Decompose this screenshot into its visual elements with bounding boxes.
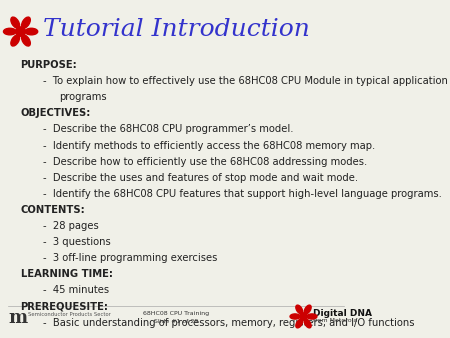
Ellipse shape	[11, 35, 19, 46]
Text: -  Describe the uses and features of stop mode and wait mode.: - Describe the uses and features of stop…	[43, 173, 358, 183]
Circle shape	[16, 27, 26, 36]
Text: -  Identify methods to efficiently access the 68HC08 memory map.: - Identify methods to efficiently access…	[43, 141, 376, 150]
Ellipse shape	[25, 28, 38, 35]
Ellipse shape	[304, 319, 311, 328]
Ellipse shape	[11, 17, 19, 28]
Text: Semiconductor Products Sector: Semiconductor Products Sector	[27, 312, 110, 317]
Text: OBJECTIVES:: OBJECTIVES:	[21, 108, 91, 118]
Ellipse shape	[22, 17, 30, 28]
Text: m: m	[9, 309, 27, 327]
Ellipse shape	[307, 314, 317, 319]
Text: -  45 minutes: - 45 minutes	[43, 285, 109, 295]
Circle shape	[300, 313, 307, 320]
Text: LEARNING TIME:: LEARNING TIME:	[21, 269, 113, 279]
Text: -  3 off-line programming exercises: - 3 off-line programming exercises	[43, 253, 218, 263]
Ellipse shape	[22, 35, 30, 46]
Text: 68HC08 CPU Training: 68HC08 CPU Training	[143, 312, 209, 316]
Text: Digital DNA: Digital DNA	[313, 309, 372, 318]
Text: -  28 pages: - 28 pages	[43, 221, 99, 231]
Ellipse shape	[4, 28, 16, 35]
Text: CONTENTS:: CONTENTS:	[21, 205, 86, 215]
Text: Slide #1 of 29: Slide #1 of 29	[154, 319, 198, 324]
Text: -  Basic understanding of processors, memory, registers, and I/O functions: - Basic understanding of processors, mem…	[43, 317, 415, 328]
Text: programs: programs	[59, 92, 107, 102]
Text: PREREQUESITE:: PREREQUESITE:	[21, 301, 108, 311]
Text: -  3 questions: - 3 questions	[43, 237, 111, 247]
Ellipse shape	[296, 319, 303, 328]
Text: from Motorola: from Motorola	[313, 318, 357, 323]
Text: PURPOSE:: PURPOSE:	[21, 60, 77, 70]
Ellipse shape	[290, 314, 300, 319]
Ellipse shape	[296, 305, 303, 314]
Text: -  Describe the 68HC08 CPU programmer’s model.: - Describe the 68HC08 CPU programmer’s m…	[43, 124, 294, 135]
Text: -  Identify the 68HC08 CPU features that support high-level language programs.: - Identify the 68HC08 CPU features that …	[43, 189, 442, 199]
Text: Tutorial Introduction: Tutorial Introduction	[43, 18, 310, 41]
Ellipse shape	[304, 305, 311, 314]
Text: -  Describe how to efficiently use the 68HC08 addressing modes.: - Describe how to efficiently use the 68…	[43, 156, 368, 167]
Text: -  To explain how to effectively use the 68HC08 CPU Module in typical applicatio: - To explain how to effectively use the …	[43, 76, 448, 86]
